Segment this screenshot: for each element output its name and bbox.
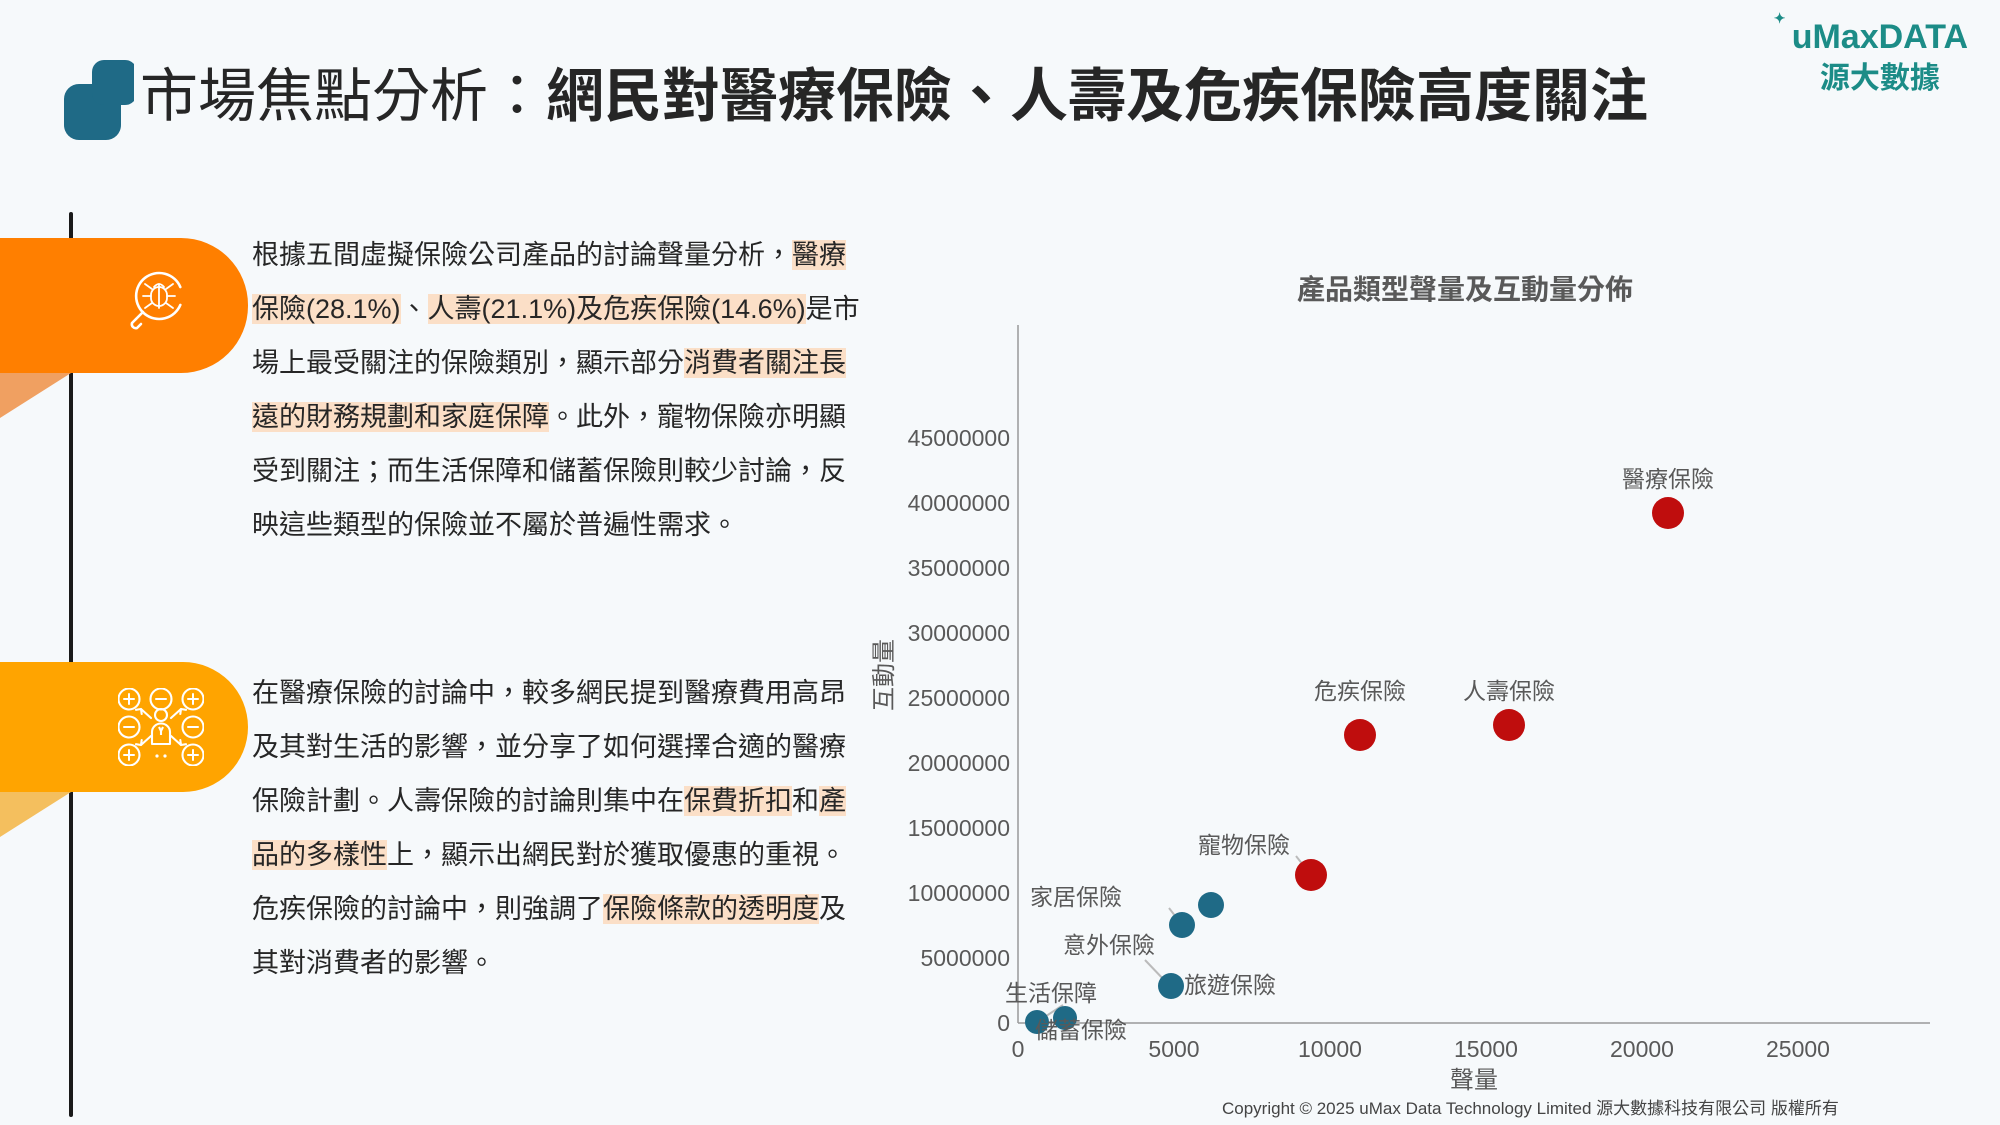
svg-text:25000: 25000 xyxy=(1766,1036,1830,1062)
svg-text:15000000: 15000000 xyxy=(908,815,1010,841)
svg-text:45000000: 45000000 xyxy=(908,425,1010,451)
svg-text:危疾保險: 危疾保險 xyxy=(1314,678,1406,704)
svg-text:醫療保險: 醫療保險 xyxy=(1622,466,1714,492)
svg-text:5000000: 5000000 xyxy=(920,945,1010,971)
svg-text:0: 0 xyxy=(997,1010,1010,1036)
svg-text:旅遊保險: 旅遊保險 xyxy=(1184,972,1276,998)
svg-text:30000000: 30000000 xyxy=(908,620,1010,646)
svg-text:生活保障: 生活保障 xyxy=(1005,980,1097,1006)
svg-text:20000: 20000 xyxy=(1610,1036,1674,1062)
svg-text:10000000: 10000000 xyxy=(908,880,1010,906)
svg-text:意外保險: 意外保險 xyxy=(1063,932,1155,958)
svg-text:聲量: 聲量 xyxy=(1450,1067,1498,1094)
svg-text:25000000: 25000000 xyxy=(908,685,1010,711)
svg-text:儲蓄保險: 儲蓄保險 xyxy=(1035,1017,1127,1043)
svg-text:0: 0 xyxy=(1012,1036,1025,1062)
svg-text:15000: 15000 xyxy=(1454,1036,1518,1062)
svg-text:10000: 10000 xyxy=(1298,1036,1362,1062)
svg-text:35000000: 35000000 xyxy=(908,555,1010,581)
svg-text:家居保險: 家居保險 xyxy=(1030,884,1122,910)
svg-text:互動量: 互動量 xyxy=(871,639,898,711)
svg-text:5000: 5000 xyxy=(1148,1036,1199,1062)
svg-text:寵物保險: 寵物保險 xyxy=(1198,832,1290,858)
svg-text:40000000: 40000000 xyxy=(908,490,1010,516)
svg-text:人壽保險: 人壽保險 xyxy=(1463,678,1555,704)
svg-text:20000000: 20000000 xyxy=(908,750,1010,776)
